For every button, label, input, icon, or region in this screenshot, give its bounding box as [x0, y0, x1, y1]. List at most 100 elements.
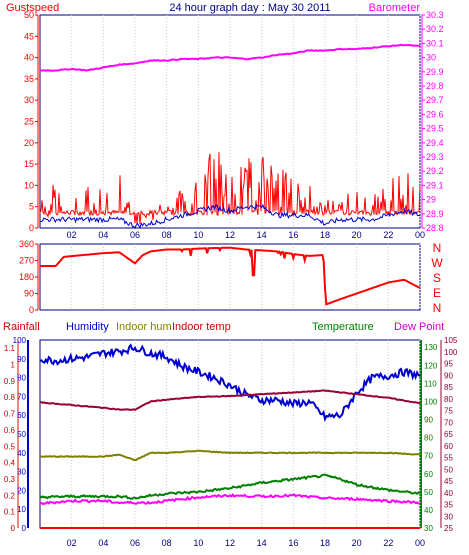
- dew-point-series-line: [39, 492, 421, 506]
- chart3-rain-tick-label: 1: [11, 361, 16, 370]
- chart3-x-tick-label: 20: [352, 538, 362, 548]
- chart3-temp2-tick-label: 80: [444, 395, 453, 404]
- chart1-y-left-tick-label: 20: [24, 138, 34, 148]
- chart3-x-tick-label: 16: [288, 538, 298, 548]
- chart1-x-tick-label: 02: [67, 230, 77, 240]
- chart1-y-right-tick-label: 29.4: [426, 138, 444, 148]
- wind-direction-series-line: [40, 246, 421, 306]
- humidity-series-line: [39, 343, 421, 423]
- chart2-y-tick-label: 360: [19, 239, 34, 249]
- chart3-x-tick-label: 06: [130, 538, 140, 548]
- chart1-y-right-tick-label: 29.2: [426, 166, 444, 176]
- chart1-y-right-tick-label: 29.7: [426, 95, 444, 105]
- chart1-y-left-tick-label: 30: [24, 95, 34, 105]
- chart3-humidity-tick-label: 60: [17, 411, 26, 420]
- chart3-temp-tick-label: 130: [424, 343, 438, 352]
- indoor-temp-label: Indoor temp: [172, 321, 231, 333]
- chart1-y-right-tick-label: 29.3: [426, 152, 444, 162]
- wind-speed-series-line: [39, 203, 421, 229]
- chart3-temp-tick-label: 90: [424, 416, 433, 425]
- chart3-temp2-tick-label: 95: [444, 360, 453, 369]
- chart3-temp-tick-label: 50: [424, 488, 433, 497]
- indoor-hum-series-line: [39, 449, 421, 462]
- chart3-x-tick-label: 12: [225, 538, 235, 548]
- chart3-temp-tick-label: 40: [424, 506, 433, 515]
- chart1-y-right-tick-label: 29.5: [426, 124, 444, 134]
- chart3-humidity-tick-label: 40: [17, 449, 26, 458]
- chart3-x-tick-label: 00: [415, 538, 425, 548]
- chart3-x-tick-label: 02: [67, 538, 77, 548]
- chart3-temp-tick-label: 100: [424, 397, 438, 406]
- chart1-y-right-tick-label: 30.2: [426, 24, 444, 34]
- chart1-y-left-tick-label: 45: [24, 31, 34, 41]
- chart3-humidity-tick-label: 70: [17, 392, 26, 401]
- chart1-x-tick-label: 20: [352, 230, 362, 240]
- chart3-temp-tick-label: 80: [424, 434, 433, 443]
- chart1-x-tick-label: 06: [130, 230, 140, 240]
- chart3-humidity-tick-label: 50: [17, 430, 26, 439]
- chart1-x-tick-label: 10: [193, 230, 203, 240]
- chart3-x-tick-label: 04: [98, 538, 108, 548]
- chart1-y-left-tick-label: 5: [29, 202, 34, 212]
- indoor-hum-label: Indoor hum: [116, 321, 172, 333]
- chart3-temp-tick-label: 60: [424, 470, 433, 479]
- chart3-humidity-tick-label: 100: [13, 336, 27, 345]
- chart3-humidity-tick-label: 20: [17, 486, 26, 495]
- chart3-rain-tick-label: 1.1: [4, 344, 16, 353]
- chart1-y-right-tick-label: 29.1: [426, 180, 444, 190]
- chart1-y-left-tick-label: 0: [29, 223, 34, 233]
- chart1-x-tick-label: 00: [415, 230, 425, 240]
- chart1-y-right-tick-label: 28.8: [426, 223, 444, 233]
- chart3-rain-tick-label: 0.6: [4, 426, 16, 435]
- chart1-y-right-tick-label: 30.3: [426, 10, 444, 20]
- chart3-temp-tick-label: 70: [424, 452, 433, 461]
- chart1-x-tick-label: 14: [257, 230, 267, 240]
- chart3-x-tick-label: 08: [162, 538, 172, 548]
- chart3-rain-tick-label: 0.5: [4, 442, 16, 451]
- indoor-temp-series-line: [39, 389, 421, 412]
- chart3-temp2-tick-label: 35: [444, 501, 453, 510]
- chart1-y-right-tick-label: 29.8: [426, 81, 444, 91]
- chart-title: 24 hour graph day : May 30 2011: [169, 2, 330, 14]
- chart3-temp-tick-label: 120: [424, 361, 438, 370]
- chart3-temp2-tick-label: 25: [444, 524, 453, 533]
- chart3-humidity-tick-label: 90: [17, 355, 26, 364]
- compass-label: W: [431, 256, 443, 270]
- chart3-humidity-tick-label: 0: [22, 524, 27, 533]
- chart1-x-tick-label: 16: [288, 230, 298, 240]
- rainfall-label: Rainfall: [3, 321, 40, 333]
- gustspeed-label: Gustspeed: [6, 2, 59, 14]
- chart1-x-tick-label: 18: [320, 230, 330, 240]
- chart3-x-tick-label: 10: [193, 538, 203, 548]
- chart1-y-left-tick-label: 40: [24, 53, 34, 63]
- compass-label: S: [433, 271, 441, 285]
- chart3-temp2-tick-label: 105: [444, 336, 458, 345]
- chart3-temp2-tick-label: 85: [444, 383, 453, 392]
- barometer-series-line: [39, 43, 421, 72]
- chart3-rain-tick-label: 0.8: [4, 393, 16, 402]
- chart-layer: 0510152025303540455028.828.92929.129.229…: [4, 10, 458, 548]
- chart3-x-tick-label: 18: [320, 538, 330, 548]
- chart3-x-tick-label: 14: [257, 538, 267, 548]
- chart3-temp2-tick-label: 75: [444, 407, 453, 416]
- chart2-y-tick-label: 0: [29, 305, 34, 315]
- chart3-temp2-tick-label: 50: [444, 465, 453, 474]
- chart1-y-left-tick-label: 25: [24, 117, 34, 127]
- chart3-temp2-tick-label: 55: [444, 454, 453, 463]
- humidity-label: Humidity: [66, 321, 109, 333]
- chart3-humidity-tick-label: 10: [17, 505, 26, 514]
- chart3-temp2-tick-label: 45: [444, 477, 453, 486]
- chart3-rain-tick-label: 0.7: [4, 410, 16, 419]
- chart3-temp-tick-label: 30: [424, 524, 433, 533]
- dew-point-label: Dew Point: [394, 321, 444, 333]
- chart3-rain-tick-label: 0.1: [4, 508, 16, 517]
- chart1-y-left-tick-label: 10: [24, 180, 34, 190]
- chart3-rain-tick-label: 0: [11, 524, 16, 533]
- chart3-humidity-tick-label: 30: [17, 468, 26, 477]
- chart3-temp2-tick-label: 60: [444, 442, 453, 451]
- chart1-y-left-tick-label: 35: [24, 74, 34, 84]
- chart3-temp2-tick-label: 100: [444, 348, 458, 357]
- temperature-label: Temperature: [312, 321, 374, 333]
